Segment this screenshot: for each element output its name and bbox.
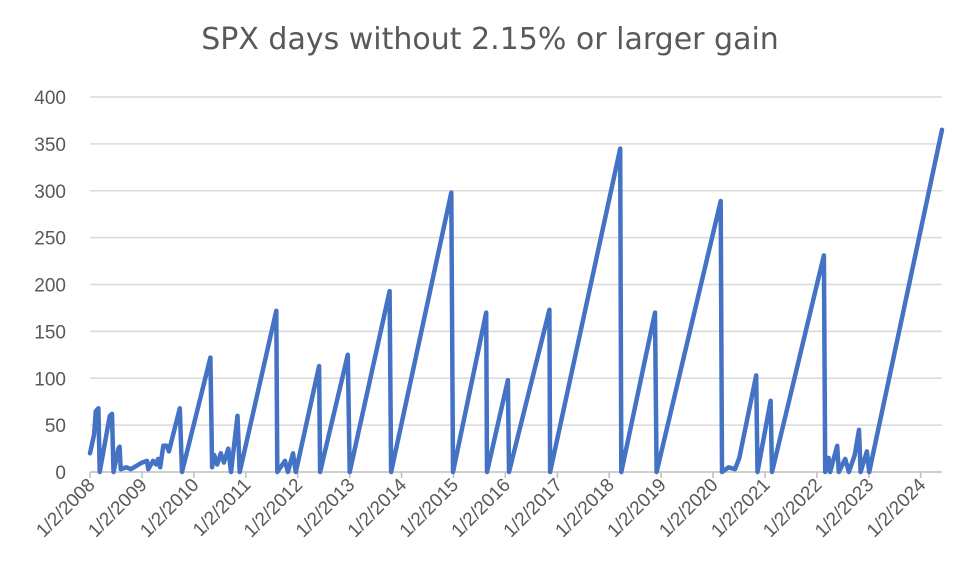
- y-tick-label: 400: [34, 88, 66, 109]
- y-tick-label: 300: [34, 182, 66, 203]
- y-tick-label: 150: [34, 322, 66, 343]
- y-tick-label: 350: [34, 135, 66, 156]
- chart-title: SPX days without 2.15% or larger gain: [201, 22, 779, 57]
- y-tick-label: 0: [55, 463, 66, 484]
- series-line: [87, 127, 945, 475]
- y-tick-label: 250: [34, 229, 66, 250]
- y-tick-label: 100: [34, 369, 66, 390]
- y-tick-label: 200: [34, 276, 66, 297]
- y-tick-label: 50: [45, 416, 66, 437]
